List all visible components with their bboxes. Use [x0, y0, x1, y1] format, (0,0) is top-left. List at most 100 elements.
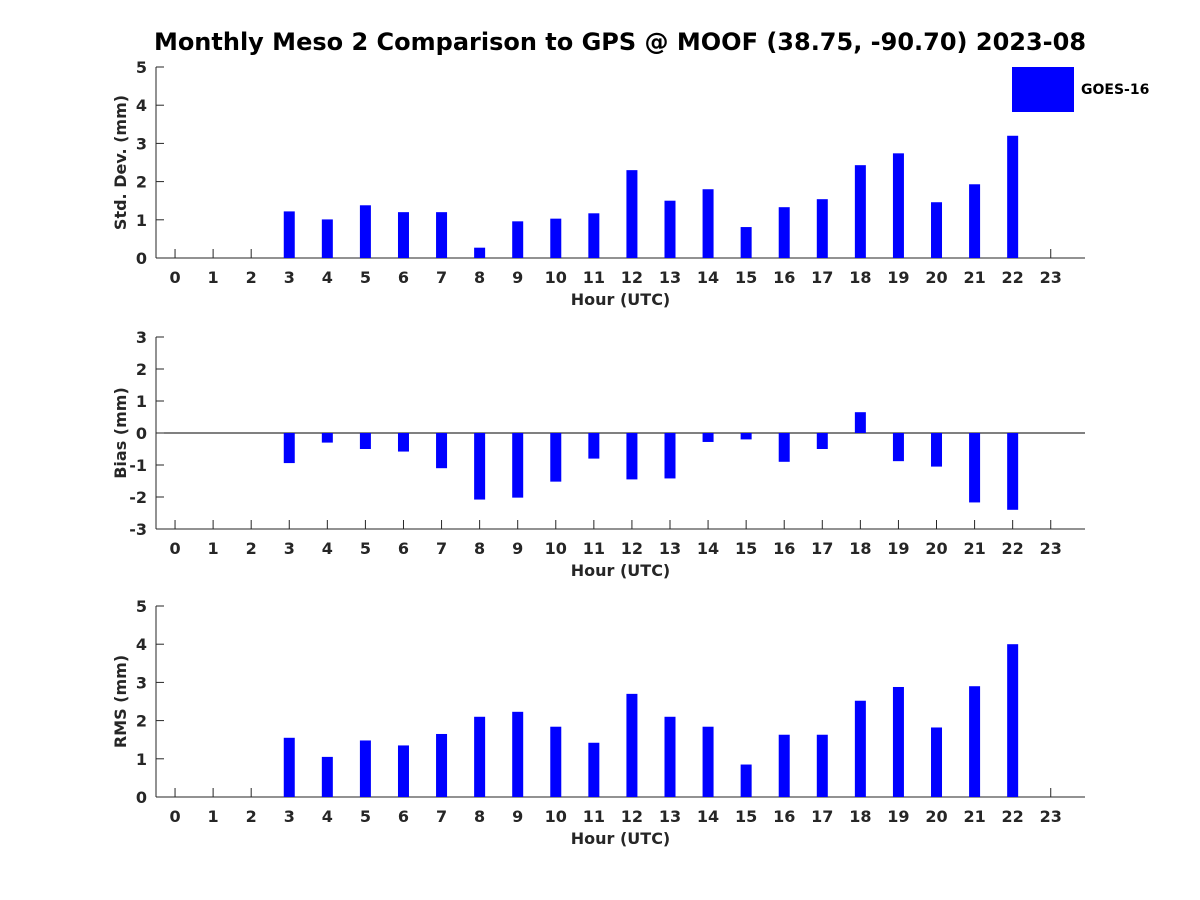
panel3-x-tick-label: 3: [284, 807, 295, 826]
panel2-bar: [931, 433, 943, 467]
panel3-x-tick-label: 4: [322, 807, 333, 826]
panel2-y-tick-label: 2: [136, 360, 147, 379]
panel3-x-tick-label: 19: [887, 807, 909, 826]
panel2-bar: [436, 433, 448, 469]
panel2-y-axis-label: Bias (mm): [111, 387, 130, 479]
panel1-x-tick-label: 8: [474, 268, 485, 287]
panel1-y-tick-label: 0: [136, 249, 147, 268]
panel2-x-tick-label: 8: [474, 539, 485, 558]
panel2-x-tick-label: 2: [246, 539, 257, 558]
panel1-x-tick-label: 12: [621, 268, 643, 287]
panel2-bar: [702, 433, 714, 442]
panel1-y-tick-label: 2: [136, 173, 147, 192]
panel2-bar: [283, 433, 295, 464]
panel2-x-axis-label: Hour (UTC): [571, 561, 671, 580]
panel1-y-tick-label: 3: [136, 134, 147, 153]
panel1-bar: [626, 170, 638, 258]
panel1-x-tick-label: 16: [773, 268, 795, 287]
panel3-x-tick-label: 17: [811, 807, 833, 826]
panel1-bar: [854, 165, 866, 258]
panel3-x-tick-label: 12: [621, 807, 643, 826]
panel1-y-axis-label: Std. Dev. (mm): [111, 95, 130, 230]
panel3-bar: [931, 727, 943, 797]
panel1-bar: [1007, 135, 1019, 258]
panel2-bar: [892, 433, 904, 462]
panel3-x-tick-label: 9: [512, 807, 523, 826]
panel1-x-tick-label: 9: [512, 268, 523, 287]
panel3-bar: [359, 740, 371, 797]
panel3-bar: [512, 711, 524, 797]
panel2-bar: [854, 412, 866, 433]
panel3-bar: [588, 742, 600, 797]
panel3-y-tick-label: 1: [136, 750, 147, 769]
panel3-bar: [702, 726, 714, 797]
panel1-x-axis-label: Hour (UTC): [571, 290, 671, 309]
panel1-bar: [512, 221, 524, 258]
panel1-x-tick-label: 22: [1002, 268, 1024, 287]
panel2-bar: [626, 433, 638, 480]
panel3-x-tick-label: 18: [849, 807, 871, 826]
panel3-y-axis-label: RMS (mm): [111, 655, 130, 748]
panel2-bar: [969, 433, 981, 503]
panel1-bar: [892, 153, 904, 258]
panel3-bar: [474, 716, 486, 797]
panel1-x-tick-label: 15: [735, 268, 757, 287]
panel1-x-tick-label: 20: [925, 268, 947, 287]
panel1-bar: [436, 212, 448, 258]
panel2-x-tick-label: 20: [925, 539, 947, 558]
panel2-x-tick-label: 16: [773, 539, 795, 558]
panel3-bar: [626, 693, 638, 797]
panel2-x-tick-label: 21: [963, 539, 985, 558]
panel1-x-tick-label: 4: [322, 268, 333, 287]
panel2-bar: [512, 433, 524, 498]
panel1-y-tick-label: 4: [136, 96, 147, 115]
legend: GOES-16: [1012, 67, 1149, 112]
panel1-bar: [969, 184, 981, 258]
panel2-bar: [1007, 433, 1019, 510]
panel3-x-tick-label: 0: [169, 807, 180, 826]
legend-swatch: [1012, 67, 1074, 112]
panel2-x-tick-label: 17: [811, 539, 833, 558]
panel1-x-tick-label: 11: [583, 268, 605, 287]
panel1-bar: [550, 218, 562, 258]
panel2-x-tick-label: 15: [735, 539, 757, 558]
panel1-x-tick-label: 19: [887, 268, 909, 287]
panel1-x-tick-label: 18: [849, 268, 871, 287]
panel3-x-tick-label: 6: [398, 807, 409, 826]
panel3-x-tick-label: 5: [360, 807, 371, 826]
panel2-y-tick-label: -3: [129, 520, 147, 539]
panel1-x-tick-label: 7: [436, 268, 447, 287]
chart-title: Monthly Meso 2 Comparison to GPS @ MOOF …: [153, 28, 1087, 56]
panel3-bar: [397, 745, 409, 797]
panel2-x-tick-label: 11: [583, 539, 605, 558]
panel3-x-tick-label: 11: [583, 807, 605, 826]
panel1-bar: [397, 212, 409, 258]
panel3-x-tick-label: 22: [1002, 807, 1024, 826]
panel3-x-tick-label: 20: [925, 807, 947, 826]
panel3-bar: [1007, 644, 1019, 797]
panel2-y-tick-label: 0: [136, 424, 147, 443]
panel3-x-tick-label: 13: [659, 807, 681, 826]
panel2-bar: [778, 433, 790, 462]
panel2-x-tick-label: 6: [398, 539, 409, 558]
panel3-x-tick-label: 16: [773, 807, 795, 826]
panel1-bar: [664, 200, 676, 258]
panel2-x-tick-label: 9: [512, 539, 523, 558]
panel2-x-tick-label: 1: [208, 539, 219, 558]
panel2-x-tick-label: 10: [545, 539, 567, 558]
panel3-x-tick-label: 14: [697, 807, 719, 826]
panel2-bar: [397, 433, 409, 452]
panel3-x-tick-label: 15: [735, 807, 757, 826]
panel3-bar: [969, 686, 981, 797]
panel3-x-axis-label: Hour (UTC): [571, 829, 671, 848]
panel2-x-tick-label: 0: [169, 539, 180, 558]
panel3-y-tick-label: 2: [136, 712, 147, 731]
panel1-x-tick-label: 10: [545, 268, 567, 287]
panel3-y-tick-label: 5: [136, 597, 147, 616]
panel2-bar: [816, 433, 828, 449]
panel1-x-tick-label: 0: [169, 268, 180, 287]
panel2-x-tick-label: 18: [849, 539, 871, 558]
panel1-x-tick-label: 21: [963, 268, 985, 287]
panel1-bar: [778, 207, 790, 258]
